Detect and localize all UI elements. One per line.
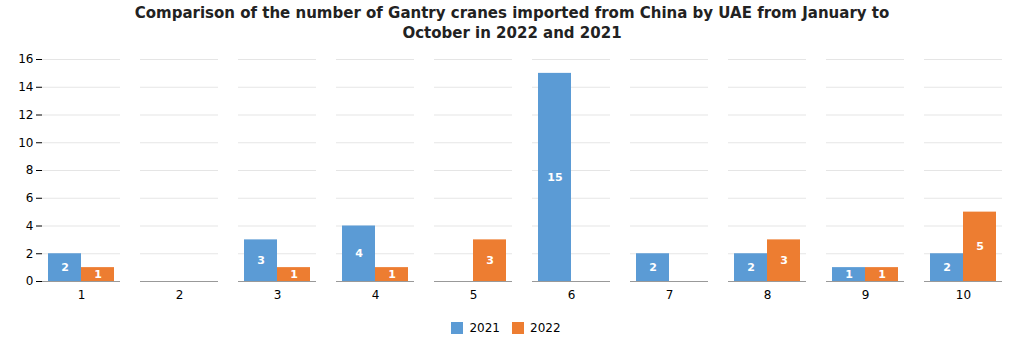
svg-text:1: 1	[845, 268, 853, 281]
svg-text:0: 0	[26, 274, 34, 288]
svg-text:3: 3	[274, 288, 282, 302]
svg-text:2: 2	[943, 261, 951, 274]
svg-text:2: 2	[649, 261, 657, 274]
svg-text:5: 5	[976, 240, 984, 253]
html-text:2022: 2022	[530, 320, 561, 335]
svg-text:1: 1	[388, 268, 396, 281]
svg-text:7: 7	[666, 288, 674, 302]
svg-text:2: 2	[26, 247, 34, 261]
svg-text:4: 4	[355, 247, 363, 260]
svg-text:3: 3	[257, 254, 265, 267]
svg-text:6: 6	[568, 288, 576, 302]
svg-text:10: 10	[956, 288, 971, 302]
svg-text:1: 1	[290, 268, 298, 281]
svg-text:12: 12	[18, 108, 33, 122]
svg-text:10: 10	[18, 136, 33, 150]
svg-text:1: 1	[94, 268, 102, 281]
svg-text:2: 2	[747, 261, 755, 274]
svg-text:16: 16	[18, 52, 33, 66]
svg-text:1: 1	[78, 288, 86, 302]
svg-text:3: 3	[486, 254, 494, 267]
svg-text:14: 14	[18, 80, 33, 94]
svg-text:5: 5	[470, 288, 478, 302]
svg-text:4: 4	[372, 288, 380, 302]
svg-text:8: 8	[764, 288, 772, 302]
svg-text:9: 9	[862, 288, 870, 302]
svg-text:2: 2	[176, 288, 184, 302]
svg-text:1: 1	[878, 268, 886, 281]
svg-text:3: 3	[780, 254, 788, 267]
html-text:2021: 2021	[469, 320, 500, 335]
svg-text:4: 4	[26, 219, 34, 233]
svg-text:15: 15	[547, 171, 562, 184]
svg-text:2: 2	[61, 261, 69, 274]
html-text:Comparison of the number of Ga: Comparison of the number of Gantry crane…	[134, 4, 890, 42]
svg-text:8: 8	[26, 163, 34, 177]
svg-text:6: 6	[26, 191, 34, 205]
